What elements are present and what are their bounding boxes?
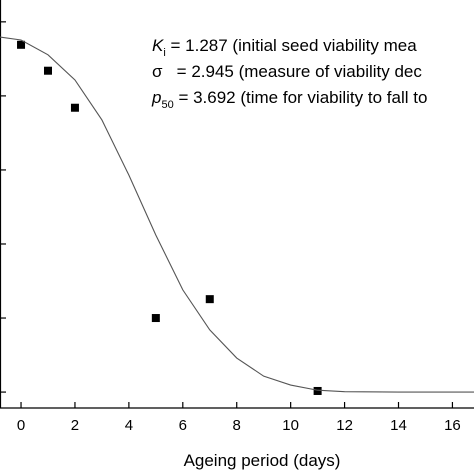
annotation-symbol: σ	[152, 62, 163, 81]
x-tick-label: 0	[17, 417, 25, 434]
x-tick-label: 6	[179, 417, 187, 434]
x-tick-label: 10	[282, 417, 299, 434]
annotation: Ki = 1.287 (initial seed viability mea	[152, 36, 417, 59]
annotation-symbol: K	[152, 36, 164, 55]
data-point	[17, 40, 26, 49]
x-tick-label: 16	[444, 417, 461, 434]
x-tick-label: 14	[390, 417, 407, 434]
annotation-text: = 1.287 (initial seed viability mea	[166, 36, 417, 55]
annotation-subscript: 50	[161, 99, 173, 111]
x-axis-label: Ageing period (days)	[184, 451, 341, 470]
data-point	[151, 314, 160, 323]
data-point	[70, 103, 79, 112]
annotation: σ = 2.945 (measure of viability dec	[152, 62, 422, 81]
annotation-symbol: p	[151, 88, 161, 107]
x-tick-label: 2	[71, 417, 79, 434]
data-point	[313, 386, 322, 395]
x-tick-label: 12	[336, 417, 353, 434]
x-tick-label: 8	[233, 417, 241, 434]
annotation-subscript: i	[163, 47, 165, 59]
data-point	[205, 295, 214, 304]
data-point	[43, 66, 52, 75]
x-tick-label: 4	[125, 417, 133, 434]
annotation-text: = 3.692 (time for viability to fall to	[174, 88, 428, 107]
fit-curve	[0, 36, 474, 393]
annotation: p50 = 3.692 (time for viability to fall …	[151, 88, 427, 111]
annotation-text: = 2.945 (measure of viability dec	[163, 62, 423, 81]
